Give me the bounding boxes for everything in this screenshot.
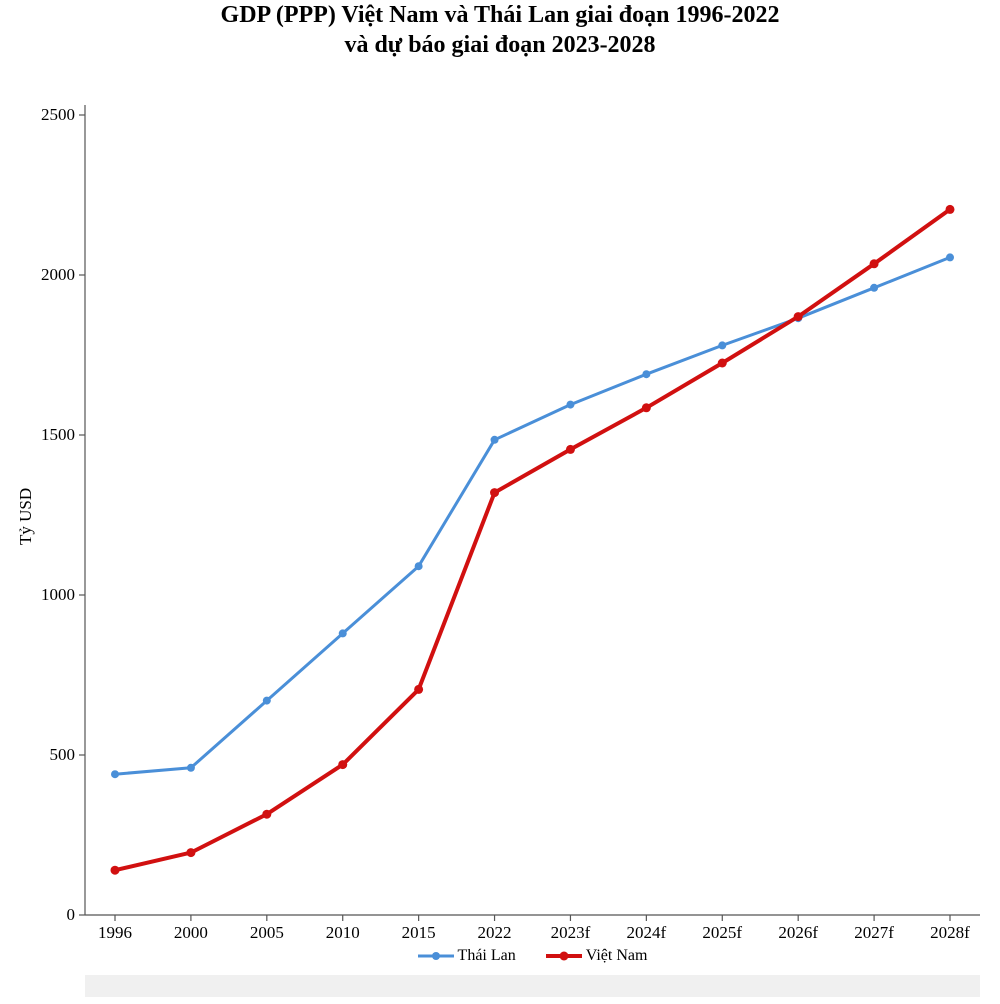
x-tick-label: 2005 [237, 923, 297, 943]
y-tick-label: 0 [67, 905, 76, 925]
legend-marker [546, 949, 582, 963]
x-tick-label: 1996 [85, 923, 145, 943]
x-tick-label: 2015 [389, 923, 449, 943]
y-tick-label: 500 [50, 745, 76, 765]
x-tick-label: 2027f [844, 923, 904, 943]
y-tick-label: 1500 [41, 425, 75, 445]
y-tick-label: 2500 [41, 105, 75, 125]
plot-area [0, 0, 1000, 1004]
chart-container: GDP (PPP) Việt Nam và Thái Lan giai đoạn… [0, 0, 1000, 1004]
y-axis-label: Tỷ USD [16, 488, 36, 545]
y-tick-label: 1000 [41, 585, 75, 605]
x-tick-label: 2024f [616, 923, 676, 943]
y-tick-label: 2000 [41, 265, 75, 285]
x-tick-label: 2025f [692, 923, 752, 943]
legend-item: Thái Lan [418, 947, 516, 965]
legend-marker [418, 949, 454, 963]
x-tick-label: 2026f [768, 923, 828, 943]
legend-label: Thái Lan [458, 947, 516, 965]
x-tick-label: 2010 [313, 923, 373, 943]
x-tick-label: 2000 [161, 923, 221, 943]
x-tick-label: 2022 [465, 923, 525, 943]
x-tick-label: 2023f [540, 923, 600, 943]
legend: Thái Lan Việt Nam [85, 947, 980, 965]
legend-label: Việt Nam [586, 947, 648, 965]
x-tick-label: 2028f [920, 923, 980, 943]
legend-background [85, 975, 980, 997]
legend-item: Việt Nam [546, 947, 648, 965]
